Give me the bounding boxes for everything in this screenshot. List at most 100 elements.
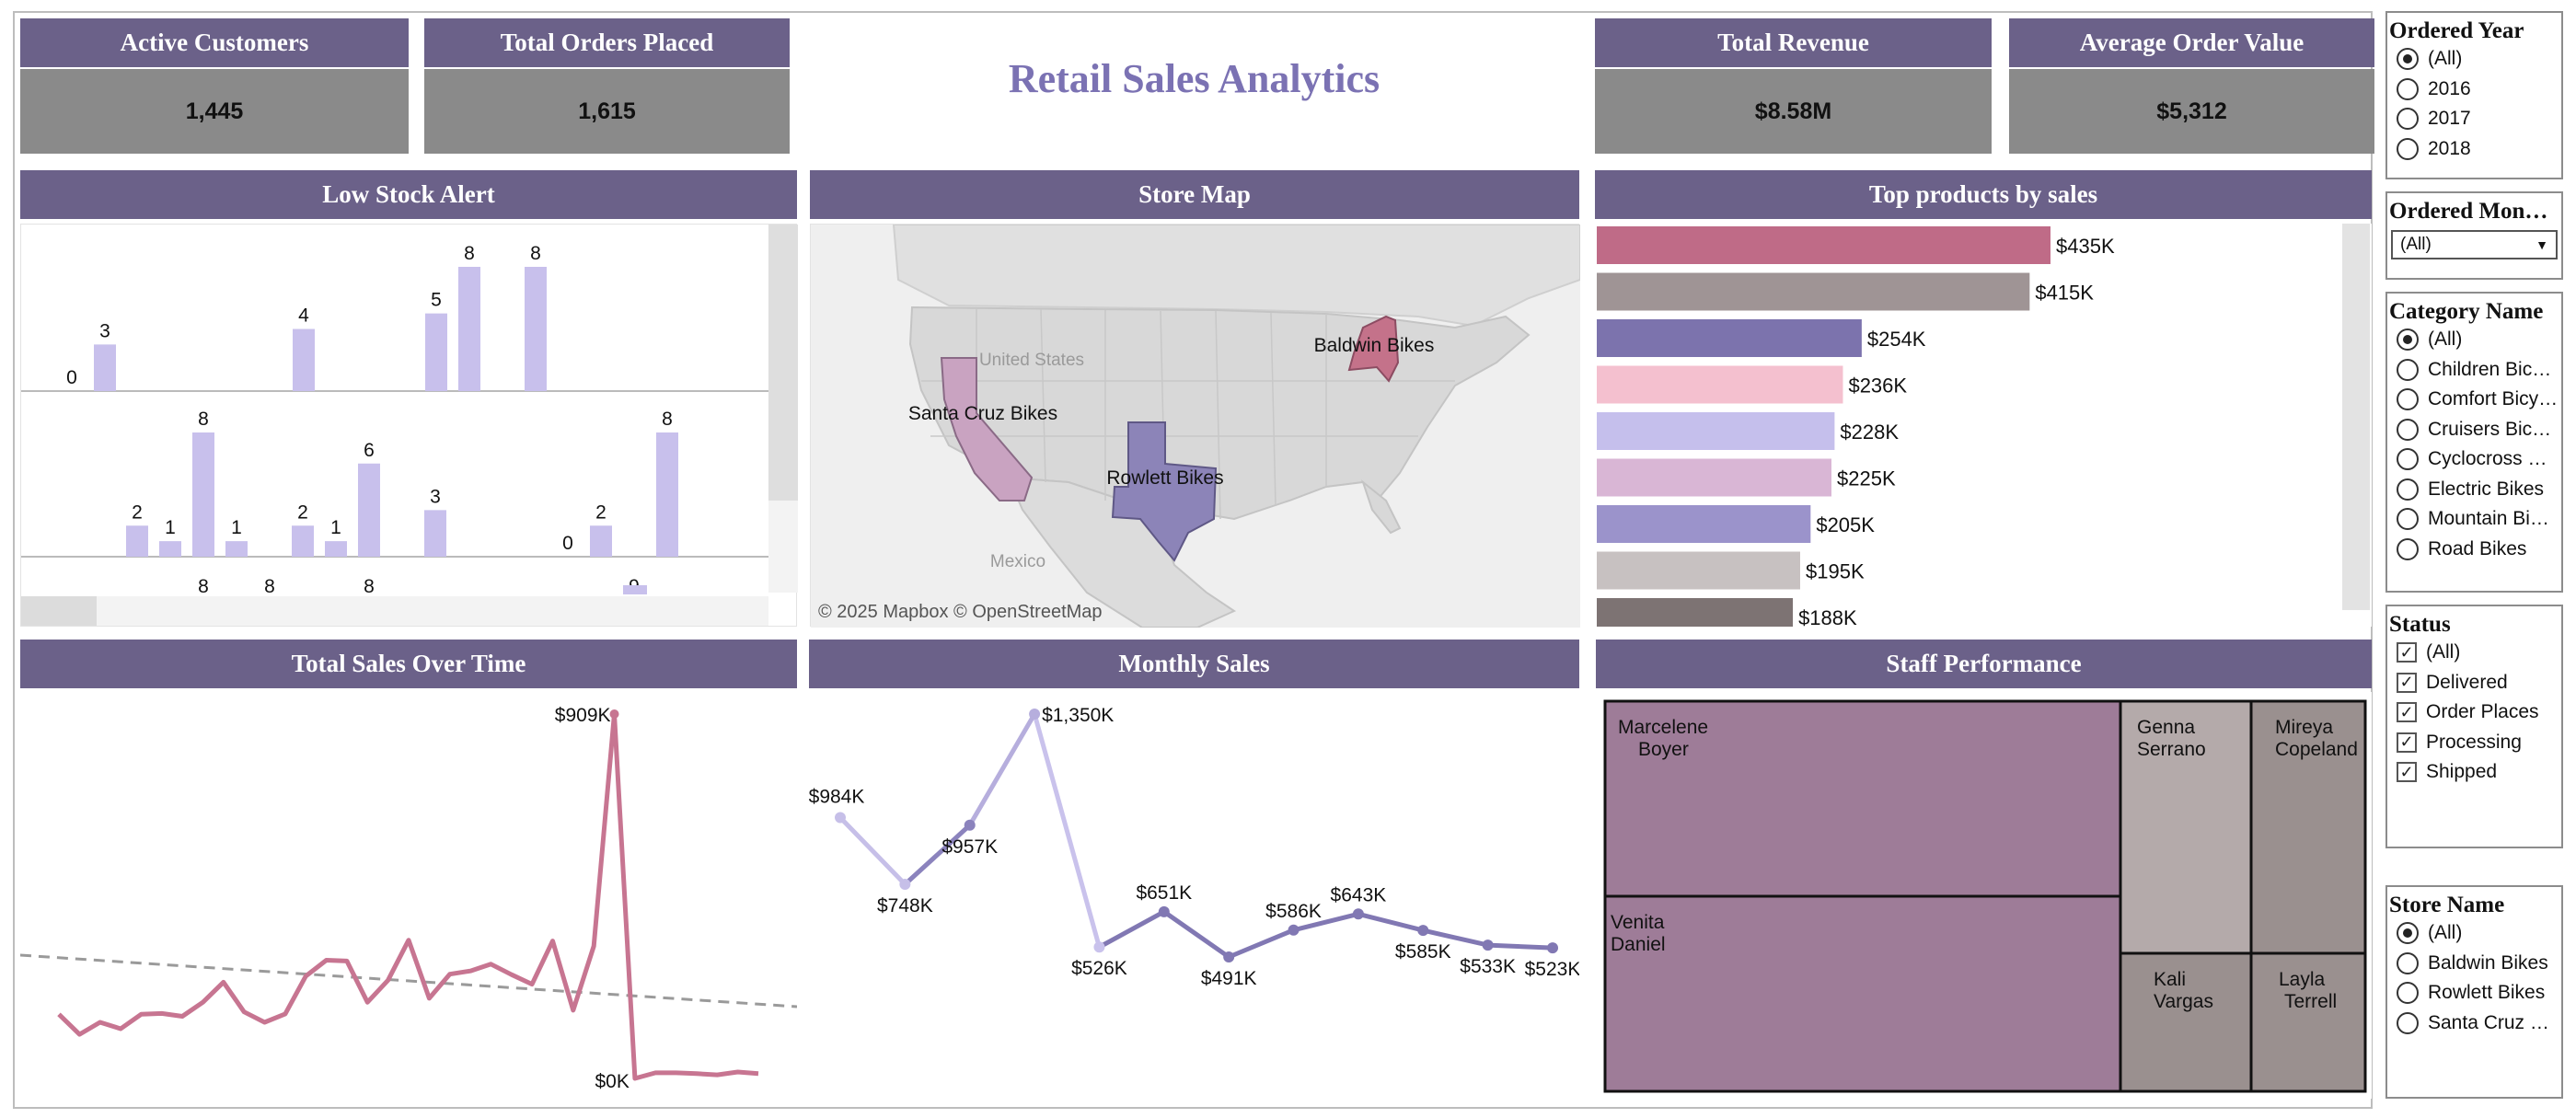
low-stock-bar[interactable]: [126, 525, 148, 557]
monthly-sales-point[interactable]: [899, 879, 911, 891]
total-sales-panel[interactable]: $909K $0K: [19, 692, 798, 1099]
monthly-sales-segment[interactable]: [1291, 911, 1361, 933]
radio-button[interactable]: [2397, 388, 2419, 411]
year-option[interactable]: 2018: [2387, 134, 2561, 165]
monthly-sales-segment[interactable]: [837, 814, 907, 887]
category-option[interactable]: Electric Bikes: [2387, 475, 2561, 505]
category-option[interactable]: Cruisers Bic…: [2387, 415, 2561, 445]
low-stock-bar[interactable]: [159, 541, 181, 557]
low-stock-hscroll-track[interactable]: [21, 596, 768, 626]
low-stock-bar[interactable]: [225, 541, 248, 557]
product-bar[interactable]: [1597, 598, 1794, 636]
checkbox[interactable]: ✓: [2397, 702, 2417, 723]
low-stock-bar[interactable]: [425, 313, 447, 391]
radio-button[interactable]: [2397, 982, 2419, 1005]
low-stock-bar[interactable]: [293, 328, 315, 392]
monthly-sales-segment[interactable]: [1356, 911, 1426, 933]
staff-tile[interactable]: [1603, 699, 2122, 898]
category-option[interactable]: Mountain Bi…: [2387, 504, 2561, 535]
radio-button[interactable]: [2397, 48, 2419, 71]
product-bar[interactable]: [1597, 365, 1843, 404]
top-products-panel[interactable]: $435K $415K $254K $236K $228K $225K $205K $195K…: [1595, 224, 2372, 636]
radio-button[interactable]: [2397, 137, 2419, 160]
checkbox[interactable]: ✓: [2397, 672, 2417, 693]
low-stock-bar[interactable]: [358, 463, 380, 557]
low-stock-panel[interactable]: 034588218121630288889: [20, 224, 798, 627]
low-stock-bar[interactable]: [292, 525, 314, 557]
store-option[interactable]: Baldwin Bikes: [2387, 949, 2561, 979]
low-stock-bar[interactable]: [325, 541, 347, 557]
monthly-sales-segment[interactable]: [1161, 909, 1231, 960]
low-stock-bar[interactable]: [94, 344, 116, 391]
year-option[interactable]: 2016: [2387, 75, 2561, 105]
product-bar[interactable]: [1597, 272, 2030, 311]
monthly-sales-point[interactable]: [1158, 905, 1170, 917]
staff-performance-panel[interactable]: Marcelene Boyer Venita Daniel Genna Serrano Mi…: [1596, 692, 2372, 1099]
kpi-total-orders-value[interactable]: 1,615: [424, 69, 790, 154]
category-option[interactable]: Comfort Bicy…: [2387, 385, 2561, 415]
monthly-sales-point[interactable]: [1417, 925, 1429, 937]
monthly-sales-segment[interactable]: [902, 823, 973, 887]
kpi-average-order-value[interactable]: $5,312: [2009, 69, 2374, 154]
monthly-sales-point[interactable]: [964, 819, 976, 831]
kpi-total-revenue-value[interactable]: $8.58M: [1595, 69, 1992, 154]
category-option[interactable]: Road Bikes: [2387, 535, 2561, 565]
kpi-active-customers-value[interactable]: 1,445: [20, 69, 409, 154]
radio-button[interactable]: [2397, 951, 2419, 974]
monthly-sales-point[interactable]: [1093, 941, 1105, 953]
staff-tile[interactable]: [2119, 699, 2253, 955]
low-stock-bar[interactable]: [424, 510, 446, 557]
radio-button[interactable]: [2397, 508, 2419, 531]
total-sales-line[interactable]: [57, 711, 759, 1081]
year-option[interactable]: 2017: [2387, 104, 2561, 134]
monthly-sales-segment[interactable]: [1096, 909, 1167, 950]
monthly-sales-point[interactable]: [835, 812, 846, 824]
low-stock-bar[interactable]: [590, 525, 612, 557]
staff-tile[interactable]: [1603, 894, 2122, 1093]
low-stock-bar[interactable]: [656, 432, 678, 557]
monthly-sales-point[interactable]: [1029, 709, 1041, 720]
product-bar[interactable]: [1597, 458, 1831, 497]
store-option[interactable]: Santa Cruz …: [2387, 1009, 2561, 1039]
year-option[interactable]: (All): [2387, 44, 2561, 75]
radio-button[interactable]: [2397, 328, 2419, 352]
ordered-month-dropdown[interactable]: (All) ▼: [2391, 230, 2558, 259]
low-stock-bar[interactable]: [525, 267, 547, 391]
store-map-panel[interactable]: United States Mexico Baldwin Bikes Santa…: [810, 224, 1581, 628]
radio-button[interactable]: [2397, 358, 2419, 381]
product-bar[interactable]: [1597, 226, 2050, 264]
category-option[interactable]: Cyclocross …: [2387, 444, 2561, 475]
radio-button[interactable]: [2397, 108, 2419, 131]
status-option[interactable]: ✓ Delivered: [2387, 668, 2561, 698]
monthly-sales-segment[interactable]: [1485, 942, 1555, 951]
low-stock-vscroll-thumb[interactable]: [768, 225, 798, 501]
radio-button[interactable]: [2397, 922, 2419, 945]
monthly-sales-point[interactable]: [1547, 942, 1558, 954]
monthly-sales-segment[interactable]: [967, 711, 1037, 828]
category-option[interactable]: (All): [2387, 325, 2561, 355]
checkbox[interactable]: ✓: [2397, 642, 2417, 663]
store-option[interactable]: Rowlett Bikes: [2387, 978, 2561, 1009]
monthly-sales-point[interactable]: [1223, 951, 1235, 962]
product-bar[interactable]: [1597, 551, 1800, 590]
status-option[interactable]: ✓ (All): [2387, 638, 2561, 668]
staff-tile[interactable]: [2119, 951, 2253, 1093]
radio-button[interactable]: [2397, 1011, 2419, 1034]
peak-point[interactable]: [609, 709, 619, 719]
checkbox[interactable]: ✓: [2397, 732, 2417, 753]
checkbox[interactable]: ✓: [2397, 762, 2417, 783]
staff-tile[interactable]: [2249, 951, 2367, 1093]
radio-button[interactable]: [2397, 448, 2419, 471]
monthly-sales-panel[interactable]: $984K $748K $957K $1,350K $526K $651K $491K $58…: [809, 692, 1580, 1099]
top-products-scrollbar[interactable]: [2342, 224, 2370, 610]
radio-button[interactable]: [2397, 418, 2419, 441]
category-option[interactable]: Children Bic…: [2387, 355, 2561, 386]
radio-button[interactable]: [2397, 537, 2419, 560]
monthly-sales-point[interactable]: [1482, 939, 1494, 951]
product-bar[interactable]: [1597, 319, 1862, 357]
product-bar[interactable]: [1597, 412, 1835, 450]
monthly-sales-segment[interactable]: [1226, 928, 1297, 960]
monthly-sales-point[interactable]: [1288, 924, 1300, 936]
low-stock-bar[interactable]: [192, 432, 214, 557]
low-stock-bar[interactable]: [623, 585, 647, 594]
